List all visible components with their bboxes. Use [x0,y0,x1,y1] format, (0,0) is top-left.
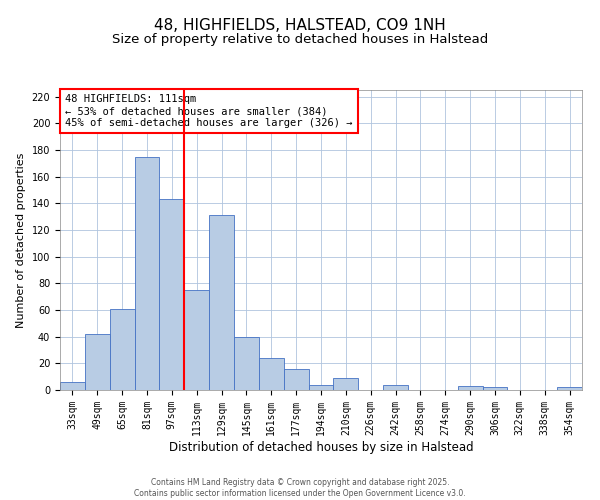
Bar [184,290,209,390]
Bar [259,358,284,390]
Bar [60,382,85,390]
Bar [383,384,408,390]
Text: Size of property relative to detached houses in Halstead: Size of property relative to detached ho… [112,32,488,46]
Bar [284,368,308,390]
Bar [308,384,334,390]
X-axis label: Distribution of detached houses by size in Halstead: Distribution of detached houses by size … [169,440,473,454]
Bar [458,386,482,390]
Bar [334,378,358,390]
Bar [160,200,184,390]
Text: 48, HIGHFIELDS, HALSTEAD, CO9 1NH: 48, HIGHFIELDS, HALSTEAD, CO9 1NH [154,18,446,32]
Text: 48 HIGHFIELDS: 111sqm
← 53% of detached houses are smaller (384)
45% of semi-det: 48 HIGHFIELDS: 111sqm ← 53% of detached … [65,94,353,128]
Bar [110,308,134,390]
Bar [134,156,160,390]
Bar [482,388,508,390]
Bar [234,336,259,390]
Bar [557,388,582,390]
Bar [209,216,234,390]
Text: Contains HM Land Registry data © Crown copyright and database right 2025.
Contai: Contains HM Land Registry data © Crown c… [134,478,466,498]
Y-axis label: Number of detached properties: Number of detached properties [16,152,26,328]
Bar [85,334,110,390]
